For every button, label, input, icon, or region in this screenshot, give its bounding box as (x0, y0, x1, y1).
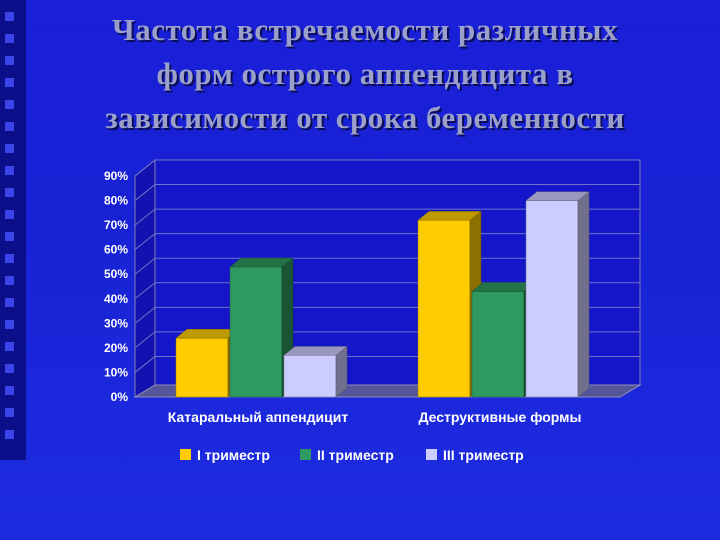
y-tick-label: 50% (104, 267, 128, 281)
bar-top (525, 191, 590, 201)
decor-square (5, 320, 14, 329)
gridline-side (134, 356, 156, 373)
legend-label: II триместр (317, 447, 394, 463)
bar-front (417, 219, 471, 398)
legend-entry: I триместр (180, 447, 270, 463)
bar-top (175, 329, 240, 339)
gridline-side (134, 331, 156, 349)
title-line-1: Частота встречаемости различных (111, 12, 619, 47)
bar (471, 282, 536, 398)
bar (229, 257, 294, 398)
decor-square (5, 78, 14, 87)
y-tick-label: 0% (111, 390, 129, 404)
decor-square (5, 12, 14, 21)
gridline-side (134, 306, 156, 324)
gridline-side (134, 184, 156, 201)
decor-square (5, 408, 14, 417)
y-tick-label: 90% (104, 169, 128, 183)
decor-square (5, 34, 14, 43)
left-decor-strip (0, 0, 26, 460)
bar (525, 191, 590, 398)
decor-square (5, 342, 14, 351)
decor-square (5, 166, 14, 175)
decor-square (5, 254, 14, 263)
y-tick-label: 10% (104, 365, 128, 379)
gridline-side (134, 233, 156, 251)
decor-square (5, 144, 14, 153)
legend-label: I триместр (197, 447, 270, 463)
bar-top (229, 257, 294, 268)
legend-entry: III триместр (426, 447, 524, 463)
decor-square (5, 386, 14, 395)
slide-title: Частота встречаемости различных форм ост… (30, 8, 700, 140)
y-tick-label: 40% (104, 292, 128, 306)
legend-entry: II триместр (300, 447, 394, 463)
decor-square (5, 364, 14, 373)
bar-front (283, 355, 337, 398)
legend-swatch (426, 449, 437, 460)
x-category-label: Катаральный аппендицит (168, 409, 349, 425)
bar-front (525, 200, 579, 398)
bar-front (175, 337, 229, 398)
legend-swatch (300, 449, 311, 460)
bar-top (417, 211, 482, 221)
y-tick-label: 70% (104, 218, 128, 232)
gridline-side (134, 208, 156, 226)
title-line-2: форм острого аппендицита в (156, 56, 574, 91)
legend-label: III триместр (443, 447, 524, 463)
y-tick-label: 30% (104, 316, 128, 330)
chart-side-wall (134, 158, 156, 398)
bar (417, 210, 482, 398)
bar (283, 345, 348, 398)
bar-front (471, 291, 525, 398)
decor-square (5, 298, 14, 307)
decor-square (5, 122, 14, 131)
decor-square (5, 232, 14, 241)
decor-square (5, 188, 14, 197)
decor-square (5, 56, 14, 65)
bar (175, 328, 240, 398)
bar-top (283, 346, 348, 356)
decor-square (5, 100, 14, 109)
gridline-side (134, 159, 156, 177)
gridline-side (134, 282, 156, 300)
x-category-label: Деструктивные формы (418, 409, 581, 425)
bar-top (471, 282, 536, 292)
gridline-side (134, 257, 156, 275)
y-tick-label: 60% (104, 243, 128, 257)
decor-square (5, 276, 14, 285)
decor-square (5, 210, 14, 219)
title-line-3: зависимости от срока беременности (105, 100, 625, 135)
legend-swatch (180, 449, 191, 460)
y-tick-label: 20% (104, 341, 128, 355)
y-tick-label: 80% (104, 194, 128, 208)
decor-square (5, 430, 14, 439)
bar-side (577, 191, 590, 398)
bar-front (229, 266, 283, 398)
